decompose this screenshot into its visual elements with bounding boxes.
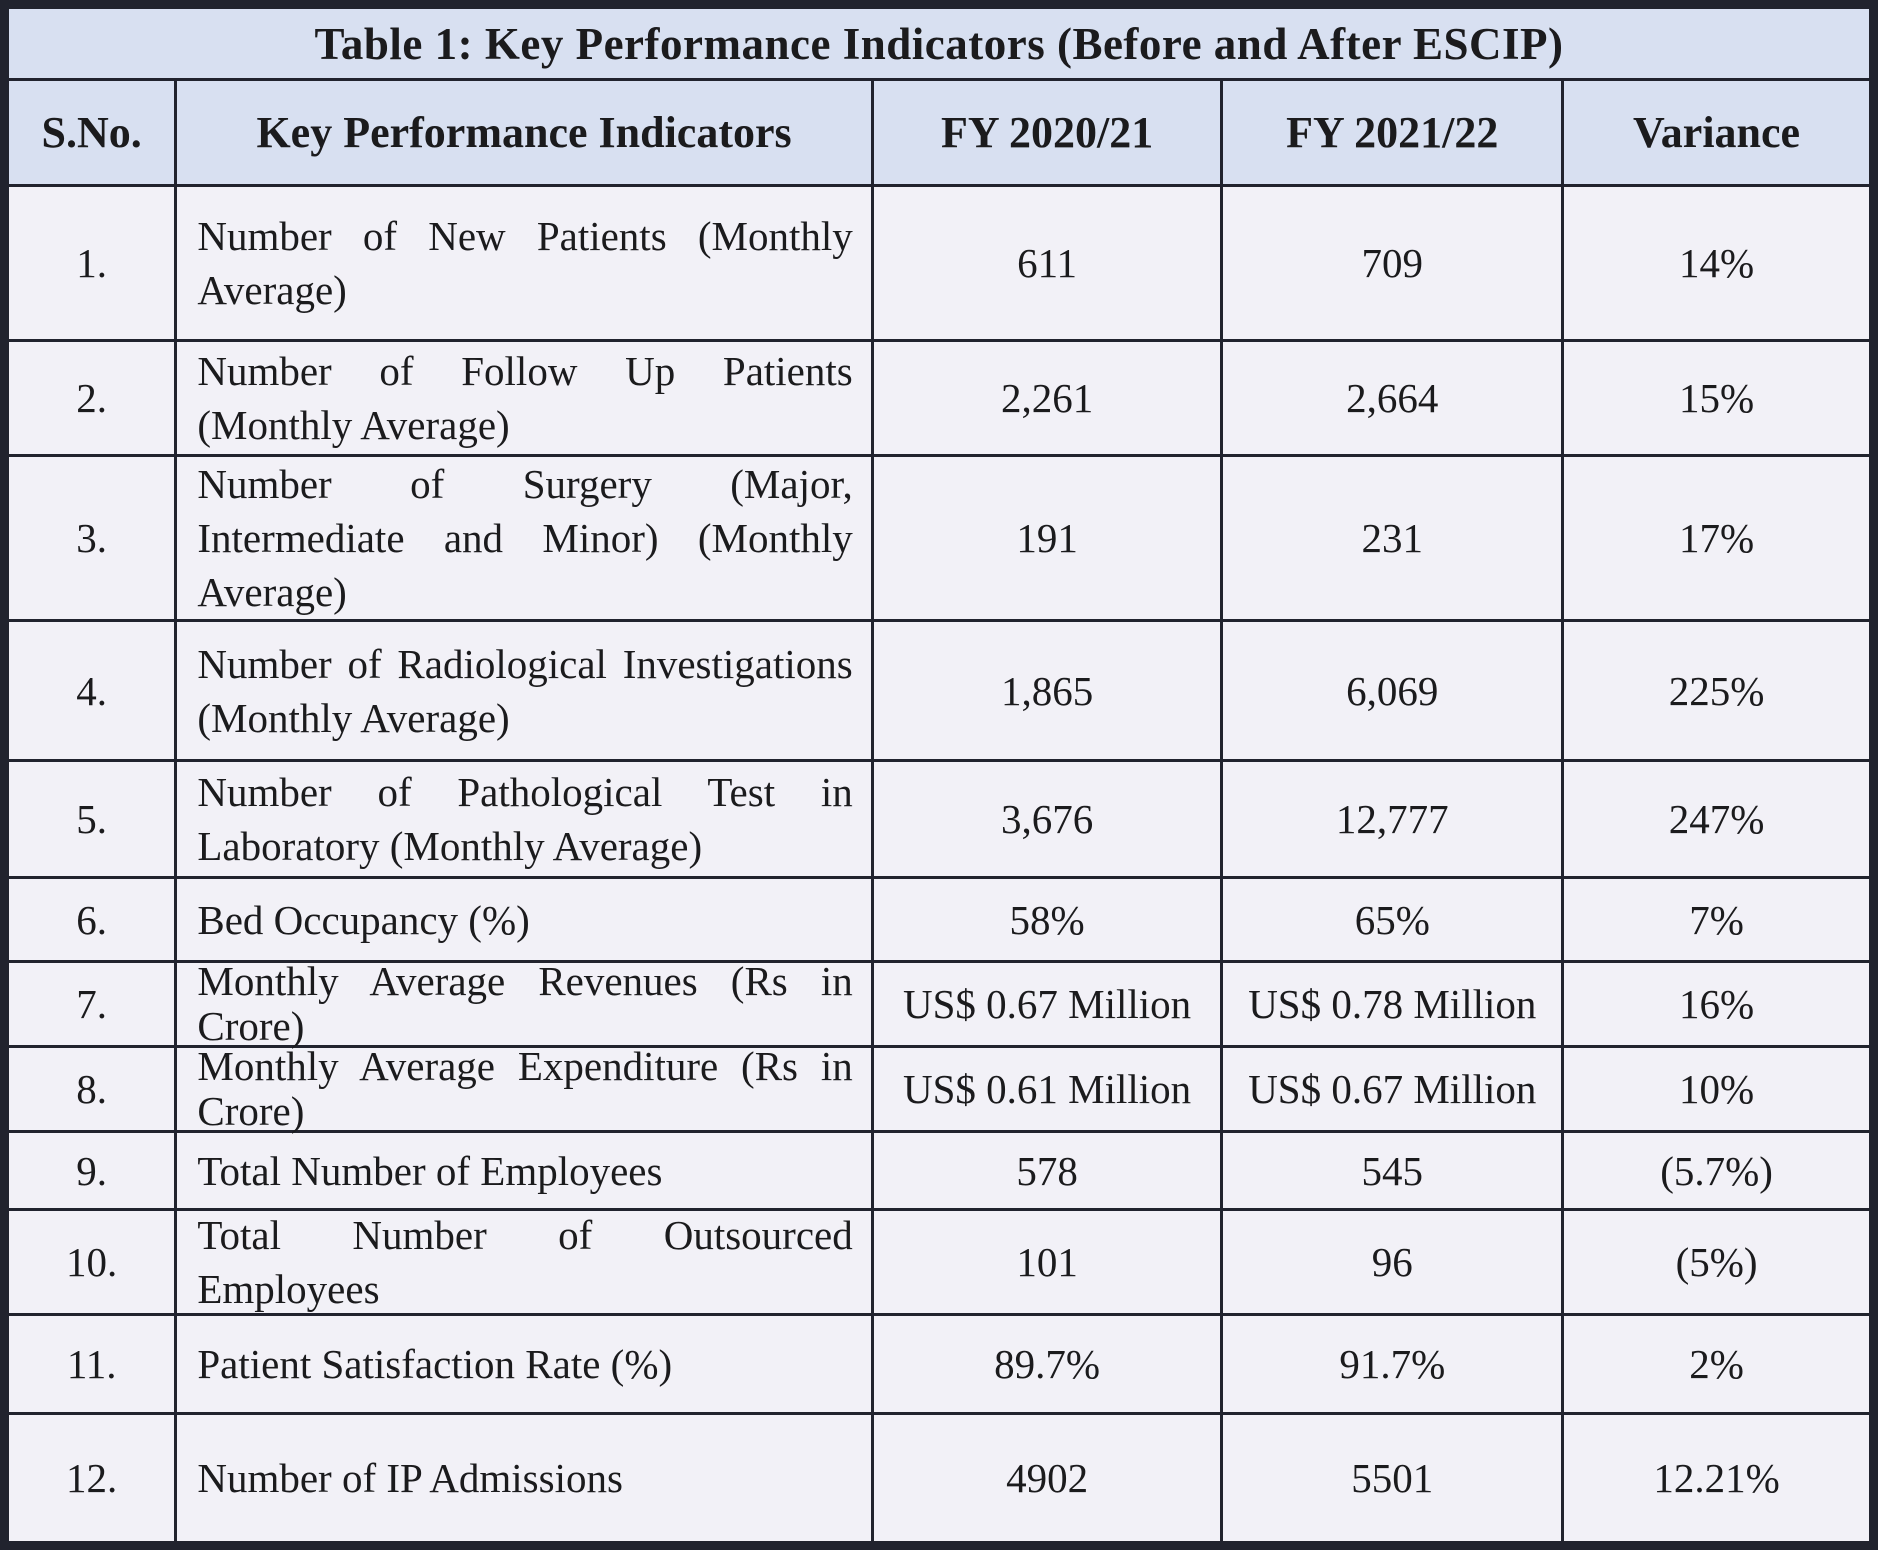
kpi-line: Number of Radiological Investigations xyxy=(197,640,853,687)
kpi-cell: Bed Occupancy (%) xyxy=(177,879,874,963)
kpi-cell: Number of Radiological Investigations (Mo… xyxy=(177,622,874,762)
variance-cell: 16% xyxy=(1564,963,1869,1048)
kpi-line: Number of Surgery (Major, xyxy=(197,461,853,507)
fy-2020-21-cell: 101 xyxy=(873,1211,1224,1316)
col-header-sno: S.No. xyxy=(9,81,178,187)
kpi-cell: Total Number of Employees xyxy=(177,1133,874,1211)
fy-2020-21-cell: 58% xyxy=(873,879,1224,963)
col-header-kpi: Key Performance Indicators xyxy=(177,81,874,187)
sno-cell: 2. xyxy=(9,342,178,457)
col-header-fy-2021-22: FY 2021/22 xyxy=(1223,81,1565,187)
fy-2020-21-cell: 3,676 xyxy=(873,762,1224,879)
variance-cell: (5%) xyxy=(1564,1211,1869,1316)
variance-cell: 14% xyxy=(1564,187,1869,342)
fy-2021-22-cell: 709 xyxy=(1223,187,1565,342)
kpi-line: Average) xyxy=(197,569,347,615)
variance-cell: 7% xyxy=(1564,879,1869,963)
fy-2020-21-cell: 191 xyxy=(873,457,1224,622)
sno-cell: 1. xyxy=(9,187,178,342)
kpi-cell: Number of Follow Up Patients (Monthly Ave… xyxy=(177,342,874,457)
fy-2021-22-cell: 2,664 xyxy=(1223,342,1565,457)
variance-cell: 2% xyxy=(1564,1316,1869,1415)
kpi-line: Monthly Average Expenditure (Rs in xyxy=(197,1043,853,1089)
kpi-cell: Number of New Patients (Monthly Average) xyxy=(177,187,874,342)
kpi-line: Total Number of Outsourced xyxy=(197,1212,853,1258)
kpi-line: Number of New Patients (Monthly xyxy=(197,213,853,259)
kpi-cell: Number of Surgery (Major, Intermediate an… xyxy=(177,457,874,622)
kpi-line: Intermediate and Minor) (Monthly xyxy=(197,515,853,561)
sno-cell: 7. xyxy=(9,963,178,1048)
kpi-line: Number of Pathological Test in xyxy=(197,769,853,815)
sno-cell: 8. xyxy=(9,1048,178,1133)
fy-2020-21-cell: 578 xyxy=(873,1133,1224,1211)
fy-2020-21-cell: 89.7% xyxy=(873,1316,1224,1415)
sno-cell: 3. xyxy=(9,457,178,622)
kpi-line: Bed Occupancy (%) xyxy=(197,896,530,943)
sno-cell: 5. xyxy=(9,762,178,879)
kpi-cell: Total Number of Outsourced Employees xyxy=(177,1211,874,1316)
fy-2021-22-cell: 231 xyxy=(1223,457,1565,622)
table-title: Table 1: Key Performance Indicators (Bef… xyxy=(9,9,1869,81)
fy-2021-22-cell: 65% xyxy=(1223,879,1565,963)
kpi-line: Patient Satisfaction Rate (%) xyxy=(197,1341,673,1387)
kpi-line: (Monthly Average) xyxy=(197,694,510,741)
variance-cell: 17% xyxy=(1564,457,1869,622)
fy-2020-21-cell: US$ 0.67 Million xyxy=(873,963,1224,1048)
kpi-cell: Number of IP Admissions xyxy=(177,1415,874,1541)
kpi-cell: Monthly Average Revenues (Rs in Crore) xyxy=(177,959,874,1049)
sno-cell: 12. xyxy=(9,1415,178,1541)
kpi-line: Average) xyxy=(197,267,347,313)
variance-cell: 15% xyxy=(1564,342,1869,457)
sno-cell: 4. xyxy=(9,622,178,762)
fy-2021-22-cell: 96 xyxy=(1223,1211,1565,1316)
fy-2021-22-cell: 12,777 xyxy=(1223,762,1565,879)
variance-cell: 12.21% xyxy=(1653,1455,1780,1501)
col-header-fy-2020-21: FY 2020/21 xyxy=(873,81,1224,187)
sno-cell: 10. xyxy=(9,1211,178,1316)
fy-2020-21-cell: 1,865 xyxy=(873,622,1224,762)
variance-cell: 10% xyxy=(1564,1048,1869,1133)
kpi-line: Number of IP Admissions xyxy=(197,1455,623,1501)
kpi-line: Crore) xyxy=(197,1003,305,1049)
kpi-line: Laboratory (Monthly Average) xyxy=(197,823,703,869)
variance-cell: 247% xyxy=(1564,762,1869,879)
fy-2021-22-cell: 545 xyxy=(1223,1133,1565,1211)
kpi-line: Monthly Average Revenues (Rs in xyxy=(197,958,853,1004)
fy-2020-21-cell: 611 xyxy=(873,187,1224,342)
variance-cell: (5.7%) xyxy=(1564,1133,1869,1211)
kpi-line: Crore) xyxy=(197,1088,305,1134)
kpi-line: (Monthly Average) xyxy=(197,402,510,448)
kpi-line: Total Number of Employees xyxy=(197,1147,663,1194)
fy-2021-22-cell: 6,069 xyxy=(1223,622,1565,762)
fy-2021-22-cell: 91.7% xyxy=(1223,1316,1565,1415)
fy-2021-22-cell: 5501 xyxy=(1223,1415,1565,1541)
kpi-cell: Number of Pathological Test in Laboratory… xyxy=(177,762,874,879)
sno-cell: 9. xyxy=(9,1133,178,1211)
kpi-line: Number of Follow Up Patients xyxy=(197,348,853,394)
sno-cell: 11. xyxy=(9,1316,178,1415)
sno-cell: 6. xyxy=(9,879,178,963)
kpi-line: Employees xyxy=(197,1266,380,1312)
fy-2020-21-cell: 2,261 xyxy=(873,342,1224,457)
fy-2021-22-cell: US$ 0.67 Million xyxy=(1223,1048,1565,1133)
variance-cell: 225% xyxy=(1564,622,1869,762)
kpi-cell: Patient Satisfaction Rate (%) xyxy=(177,1316,874,1415)
fy-2020-21-cell: US$ 0.61 Million xyxy=(873,1048,1224,1133)
kpi-cell: Monthly Average Expenditure (Rs in Crore) xyxy=(177,1044,874,1134)
fy-2021-22-cell: US$ 0.78 Million xyxy=(1223,963,1565,1048)
col-header-variance: Variance xyxy=(1564,81,1869,187)
fy-2020-21-cell: 4902 xyxy=(874,1415,1224,1541)
